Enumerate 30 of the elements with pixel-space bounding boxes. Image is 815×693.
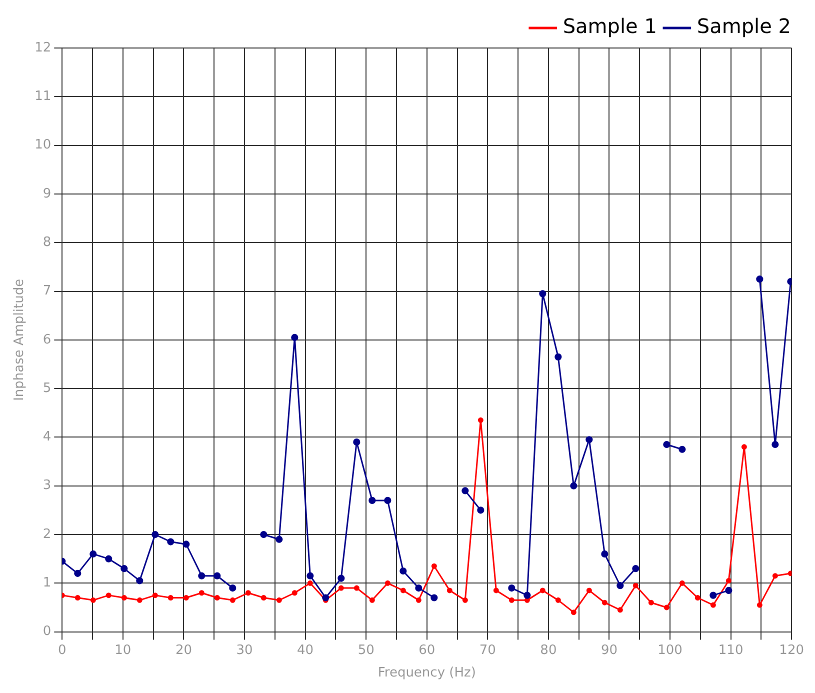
x-tick-label: 0: [58, 642, 66, 658]
y-tick-label: 12: [34, 40, 52, 56]
y-tick-label: 11: [34, 89, 52, 104]
y-tick-label: 0: [42, 624, 52, 640]
legend-label: Sample 1: [562, 14, 657, 38]
y-tick-label: 3: [42, 478, 52, 494]
y-tick-label: 8: [42, 234, 52, 250]
y-tick-label: 2: [42, 526, 52, 542]
y-tick-label: 1: [42, 576, 52, 591]
x-tick-label: 80: [540, 642, 557, 658]
x-tick-label: 50: [358, 642, 374, 658]
x-tick-label: 40: [297, 642, 314, 658]
y-tick-label: 10: [34, 138, 52, 153]
y-tick-label: 4: [42, 430, 52, 445]
x-tick-label: 120: [779, 642, 804, 658]
y-tick-label: 9: [42, 186, 52, 202]
x-tick-label: 70: [479, 642, 496, 658]
y-tick-label: 7: [42, 284, 52, 299]
x-tick-label: 30: [236, 642, 253, 658]
legend-label: Sample 2: [696, 14, 792, 38]
x-tick-label: 100: [658, 642, 682, 658]
x-tick-label: 60: [418, 642, 436, 658]
x-tick-label: 20: [175, 642, 192, 658]
x-tick-label: 90: [600, 642, 618, 658]
y-axis-title: Inphase Amplitude: [12, 278, 28, 401]
x-axis-title: Frequency (Hz): [378, 666, 476, 681]
x-tick-label: 110: [718, 642, 744, 658]
x-tick-label: 10: [114, 642, 132, 658]
y-tick-label: 5: [42, 380, 52, 396]
y-tick-label: 6: [42, 332, 52, 348]
